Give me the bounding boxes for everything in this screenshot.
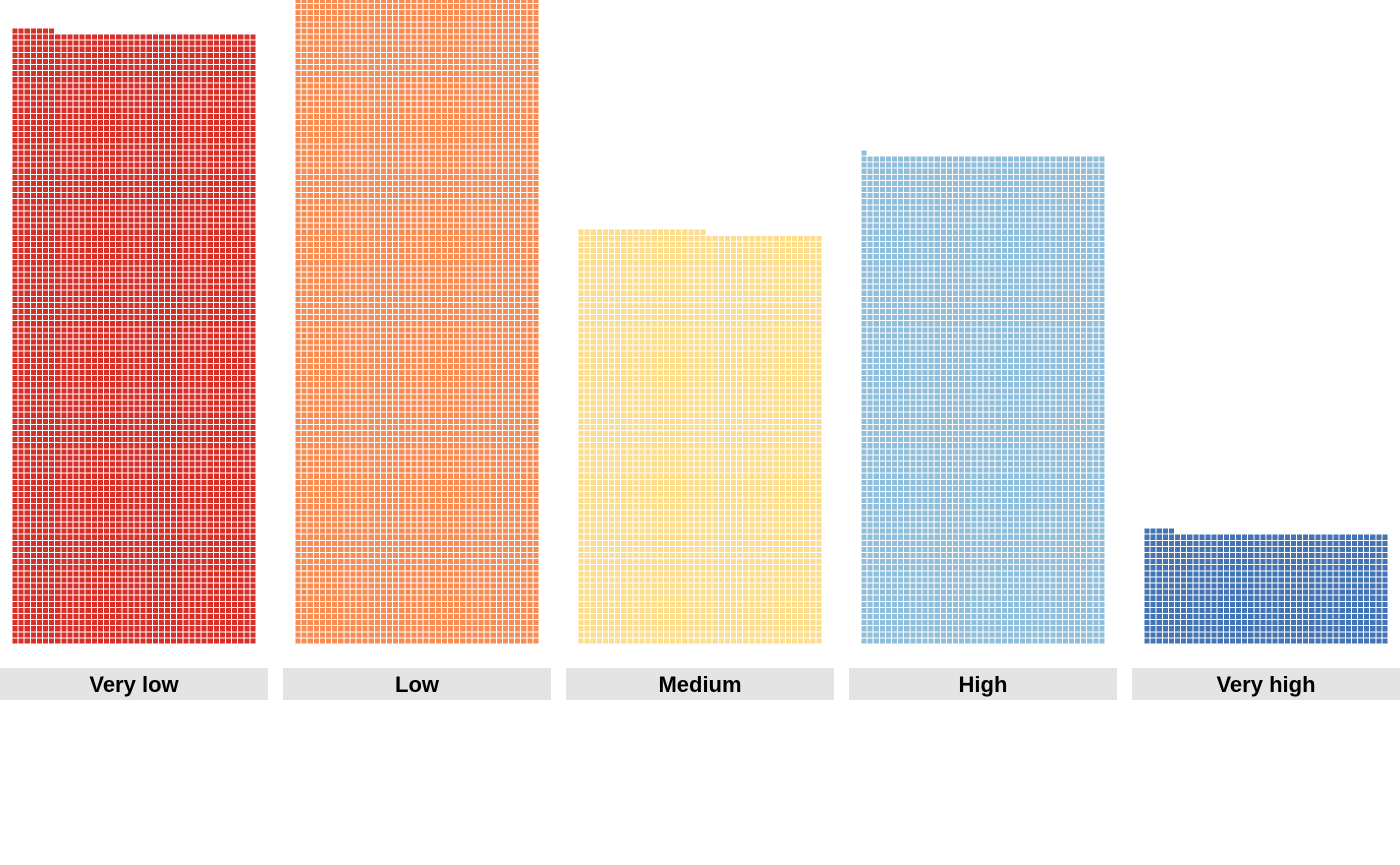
- strip-background-high: [849, 668, 1117, 700]
- strip-label-very-low: Very low: [89, 672, 179, 697]
- waffle-partial-row-very-high: [1144, 528, 1175, 535]
- waffle-cell-grid-high: [860, 149, 1106, 645]
- strip-background-very-high: [1132, 668, 1400, 700]
- waffle-panel-very-high: Very high: [1132, 527, 1400, 700]
- waffle-partial-row-high: [861, 149, 868, 156]
- waffle-cell-grid-low: [294, 0, 540, 645]
- strip-label-very-high: Very high: [1216, 672, 1315, 697]
- strip-background-medium: [566, 668, 834, 700]
- waffle-cell-grid-very-low: [11, 27, 257, 645]
- strip-background-low: [283, 668, 551, 700]
- strip-label-medium: Medium: [658, 672, 741, 697]
- strip-label-low: Low: [395, 672, 440, 697]
- waffle-cell-grid-medium: [577, 228, 823, 645]
- waffle-partial-row-very-low: [12, 27, 55, 34]
- waffle-partial-row-medium: [578, 229, 707, 236]
- waffle-panel-high: High: [849, 149, 1117, 700]
- waffle-cell-grid-very-high: [1143, 527, 1389, 645]
- waffle-panel-medium: Medium: [566, 228, 834, 700]
- waffle-panel-low: Low: [283, 0, 551, 700]
- strip-label-high: High: [959, 672, 1008, 697]
- waffle-panel-very-low: Very low: [0, 27, 268, 700]
- strip-background-very-low: [0, 668, 268, 700]
